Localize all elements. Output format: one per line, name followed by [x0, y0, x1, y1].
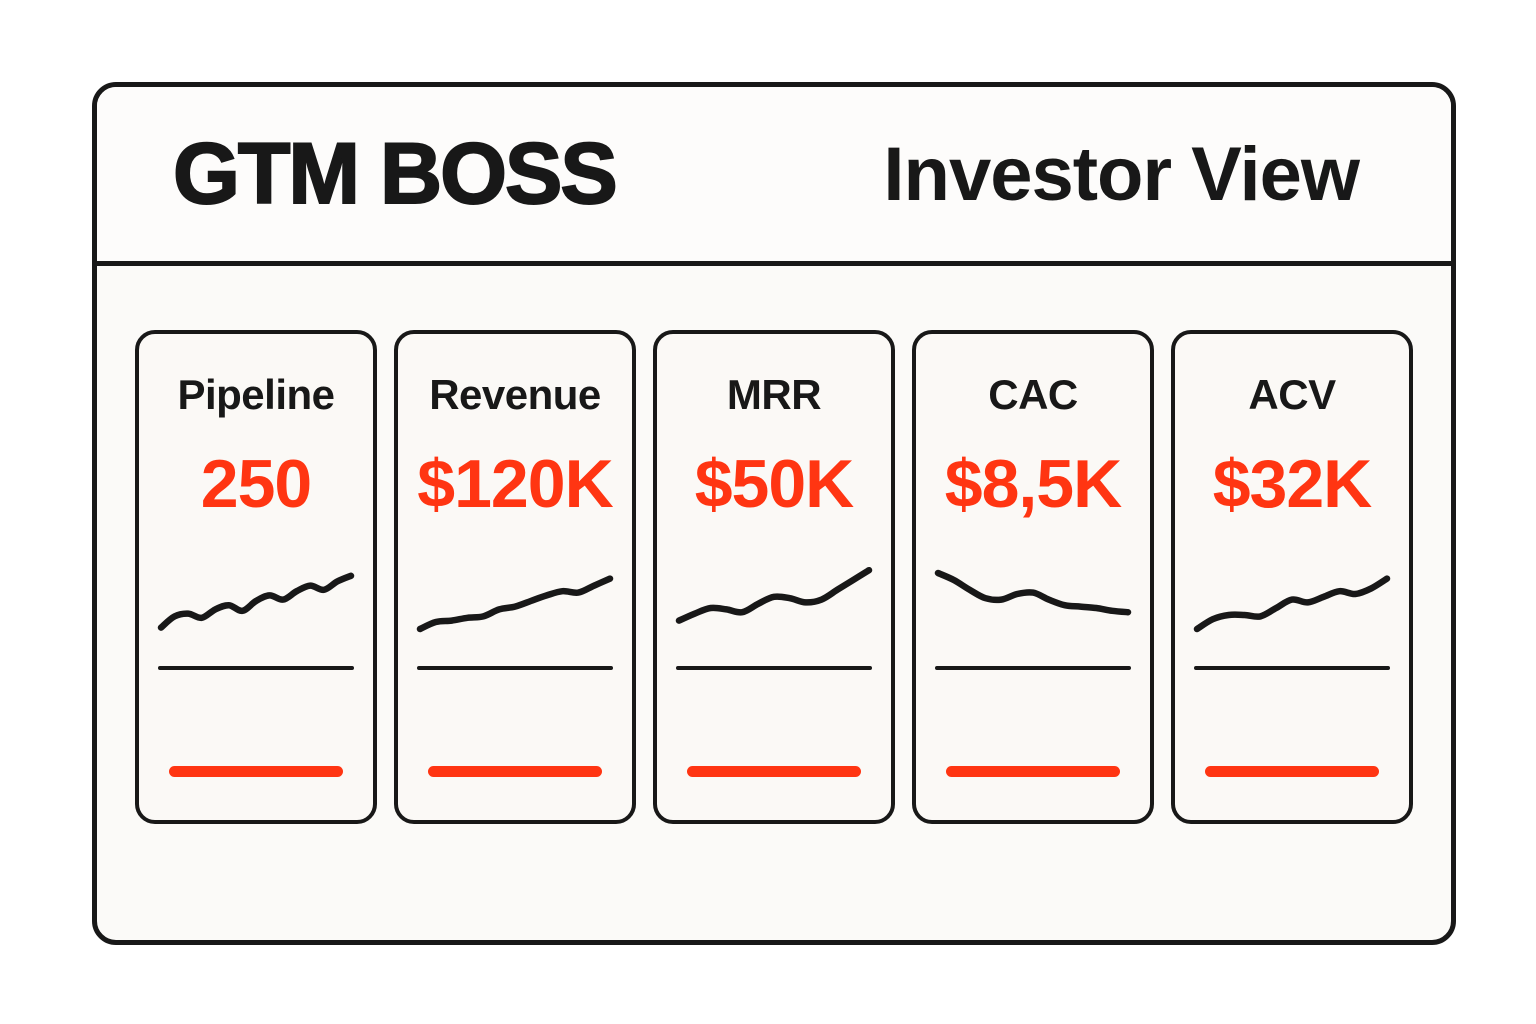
metric-card-cac[interactable]: CAC $8,5K — [912, 330, 1154, 824]
divider-line — [676, 666, 872, 670]
sparkline-path — [675, 566, 873, 624]
metric-card-mrr[interactable]: MRR $50K — [653, 330, 895, 824]
view-title: Investor View — [883, 131, 1360, 217]
sparkline-path — [416, 575, 614, 633]
metric-value: $120K — [417, 446, 613, 522]
metric-label: ACV — [1248, 371, 1336, 418]
accent-underline — [428, 766, 602, 777]
accent-underline — [687, 766, 861, 777]
divider-line — [158, 666, 354, 670]
metric-label: CAC — [988, 371, 1078, 418]
sparkline-path — [157, 572, 355, 631]
trend-sparkline — [157, 572, 355, 631]
metric-card-revenue[interactable]: Revenue $120K — [394, 330, 636, 824]
metric-card-pipeline[interactable]: Pipeline 250 — [135, 330, 377, 824]
sparkline-path — [934, 569, 1132, 616]
accent-underline — [1205, 766, 1379, 777]
metric-value: $50K — [694, 446, 855, 522]
brand-title: GTM BOSS — [172, 125, 619, 223]
divider-line — [1194, 666, 1390, 670]
trend-sparkline — [416, 575, 614, 633]
divider-line — [417, 666, 613, 670]
dashboard-panel: GTM BOSS Investor View Pipeline 250 Reve… — [92, 82, 1456, 945]
header: GTM BOSS Investor View — [97, 87, 1451, 266]
trend-sparkline — [1193, 575, 1391, 633]
metrics-row: Pipeline 250 Revenue $120K MRR $50K CAC … — [97, 330, 1451, 824]
metric-label: Revenue — [429, 371, 601, 418]
metric-label: MRR — [726, 371, 822, 418]
accent-underline — [946, 766, 1120, 777]
metric-card-acv[interactable]: ACV $32K — [1171, 330, 1413, 824]
metric-value: 250 — [200, 446, 312, 522]
metric-value: $32K — [1212, 446, 1373, 522]
divider-line — [935, 666, 1131, 670]
accent-underline — [169, 766, 343, 777]
trend-sparkline — [934, 569, 1132, 616]
metric-label: Pipeline — [177, 371, 335, 418]
trend-sparkline — [675, 566, 873, 624]
sparkline-path — [1193, 575, 1391, 633]
metric-value: $8,5K — [944, 446, 1122, 522]
